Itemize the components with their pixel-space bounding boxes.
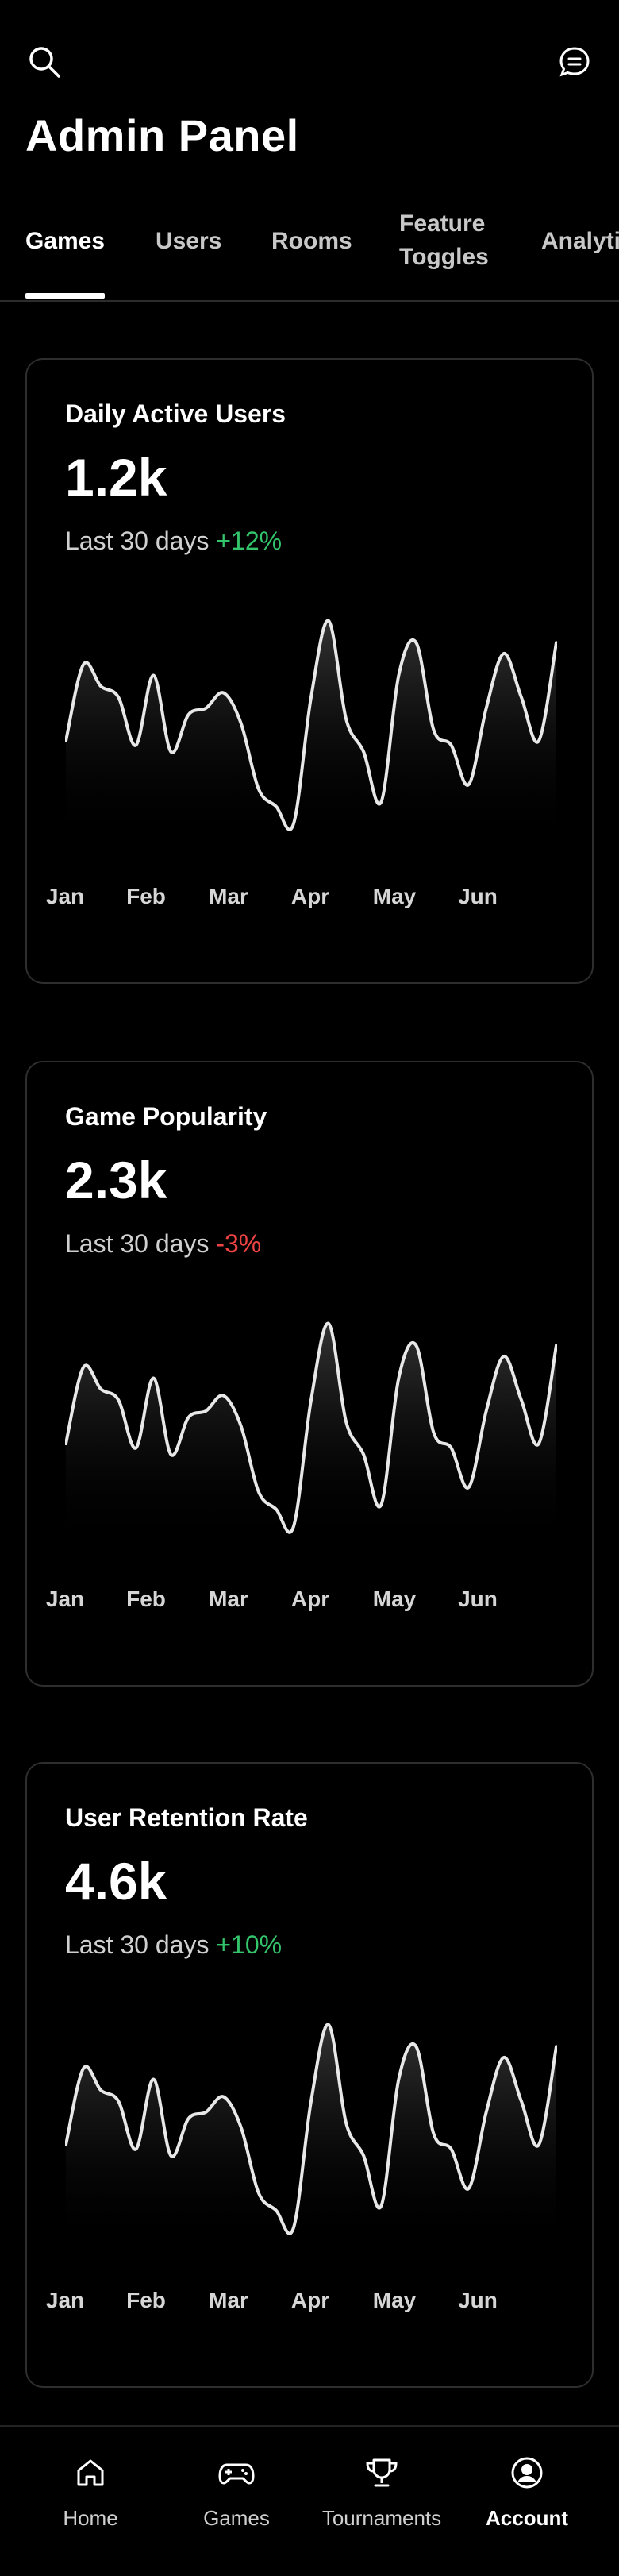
tab-users[interactable]: Users	[156, 228, 222, 254]
period-label: Last 30 days	[65, 1229, 210, 1258]
area-fill	[66, 1323, 556, 1547]
card-value: 4.6k	[65, 1852, 167, 1911]
delta-badge: +12%	[216, 526, 283, 555]
nav-label: Tournaments	[321, 2506, 442, 2530]
x-tick-label: Apr	[290, 884, 330, 908]
x-tick-label: Jan	[45, 884, 85, 908]
x-tick-label: Apr	[290, 1587, 330, 1611]
tab-feature-toggles[interactable]: Feature Toggles	[399, 210, 489, 270]
x-tick-label: May	[372, 884, 417, 908]
page-title: Admin Panel	[25, 110, 299, 160]
top-bar	[0, 0, 619, 119]
series-line	[65, 619, 557, 831]
stat-card-game-popularity[interactable]: Game Popularity 2.3k Last 30 days -3% Ja…	[25, 1061, 594, 1687]
home-icon	[19, 2451, 162, 2495]
card-title: Daily Active Users	[65, 399, 286, 428]
area-chart	[65, 2023, 557, 2248]
gamepad-icon	[165, 2451, 308, 2495]
x-tick-label: Jun	[458, 1587, 498, 1611]
x-tick-label: Jun	[458, 884, 498, 908]
x-tick-label: Mar	[209, 2288, 248, 2312]
nav-tournaments[interactable]: Tournaments	[310, 2451, 453, 2531]
card-subtitle: Last 30 days +10%	[65, 1930, 282, 1960]
tab-games[interactable]: Games	[25, 228, 106, 254]
period-label: Last 30 days	[65, 1930, 210, 1959]
series-line	[65, 2023, 557, 2235]
area-fill	[66, 2024, 556, 2248]
x-tick-label: Feb	[126, 2288, 166, 2312]
nav-account[interactable]: Account	[456, 2451, 598, 2531]
card-value: 1.2k	[65, 448, 167, 507]
x-axis: Jan Feb Mar Apr May Jun	[46, 1587, 557, 1618]
tab-analytics[interactable]: Analytics	[541, 228, 619, 254]
area-fill	[66, 620, 556, 844]
x-tick-label: Jun	[458, 2288, 498, 2312]
chat-icon[interactable]	[552, 40, 597, 84]
stat-card-daily-active-users[interactable]: Daily Active Users 1.2k Last 30 days +12…	[25, 358, 594, 984]
x-tick-label: Feb	[126, 1587, 166, 1611]
card-subtitle: Last 30 days -3%	[65, 1229, 261, 1259]
delta-badge: -3%	[216, 1229, 262, 1258]
trophy-icon	[310, 2451, 453, 2495]
card-subtitle: Last 30 days +12%	[65, 526, 282, 556]
x-axis: Jan Feb Mar Apr May Jun	[46, 2288, 557, 2320]
bottom-navigation: Home Games Tournaments Account	[0, 2425, 619, 2576]
x-tick-label: May	[372, 2288, 417, 2312]
x-tick-label: Mar	[209, 884, 248, 908]
nav-games[interactable]: Games	[165, 2451, 308, 2531]
nav-label: Account	[486, 2506, 568, 2530]
stat-card-user-retention-rate[interactable]: User Retention Rate 4.6k Last 30 days +1…	[25, 1762, 594, 2388]
account-icon	[456, 2451, 598, 2495]
x-tick-label: Jan	[45, 2288, 85, 2312]
delta-badge: +10%	[216, 1930, 283, 1959]
active-tab-indicator	[25, 293, 105, 299]
nav-label: Games	[203, 2506, 270, 2530]
area-chart	[65, 619, 557, 844]
x-tick-label: Feb	[126, 884, 166, 908]
x-axis: Jan Feb Mar Apr May Jun	[46, 884, 557, 916]
nav-label: Home	[63, 2506, 118, 2530]
card-title: User Retention Rate	[65, 1803, 308, 1832]
x-tick-label: May	[372, 1587, 417, 1611]
x-tick-label: Jan	[45, 1587, 85, 1611]
series-line	[65, 1321, 557, 1534]
card-value: 2.3k	[65, 1151, 167, 1209]
x-tick-label: Apr	[290, 2288, 330, 2312]
card-title: Game Popularity	[65, 1102, 267, 1131]
tab-rooms[interactable]: Rooms	[271, 228, 352, 254]
x-tick-label: Mar	[209, 1587, 248, 1611]
tab-bar: Games Users Rooms Feature Toggles Analyt…	[0, 199, 619, 302]
area-chart	[65, 1321, 557, 1547]
search-icon[interactable]	[22, 40, 67, 84]
period-label: Last 30 days	[65, 526, 210, 555]
nav-home[interactable]: Home	[19, 2451, 162, 2531]
